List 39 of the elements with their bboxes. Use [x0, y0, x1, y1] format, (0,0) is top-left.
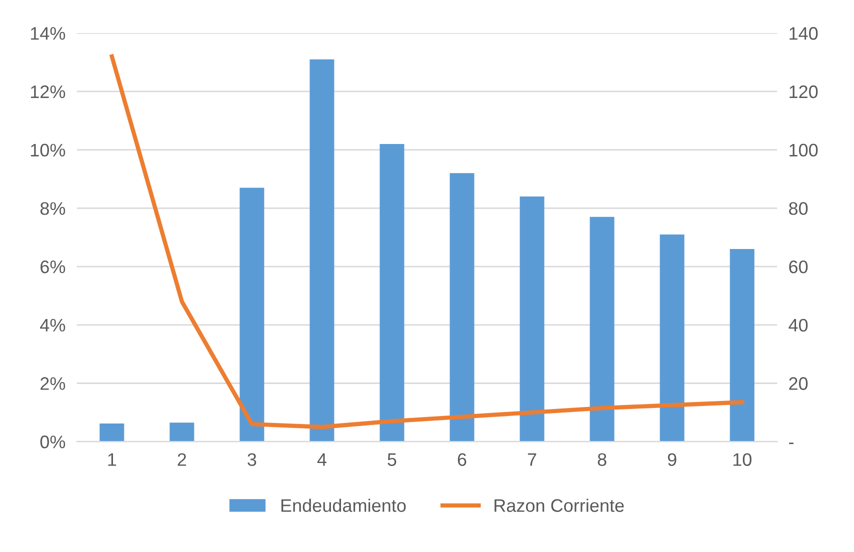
y2-tick-label: 40: [788, 318, 808, 332]
y-tick-label: 2%: [40, 377, 66, 390]
y2-tick-label: 140: [790, 27, 818, 40]
x-tick-label: 8: [598, 453, 606, 466]
x-tick-label: 3: [248, 453, 256, 466]
bar: [660, 234, 684, 442]
y-tick-label: 14%: [30, 27, 66, 40]
y-tick-label: 6%: [40, 260, 66, 274]
bar: [380, 144, 404, 442]
bar: [310, 59, 334, 442]
x-tick-label: 5: [388, 453, 396, 466]
x-tick-label: 4: [317, 453, 326, 466]
bar: [450, 173, 474, 442]
x-tick-label: 6: [458, 453, 466, 466]
y-tick-label: 0%: [40, 436, 66, 448]
y2-tick-label: -: [789, 442, 794, 444]
x-tick-label: 9: [668, 453, 676, 466]
bar: [520, 196, 544, 442]
y2-tick-label: 120: [790, 85, 818, 98]
y-tick-label: 4%: [40, 318, 66, 332]
y-tick-label: 10%: [30, 144, 66, 157]
x-tick-label: 2: [178, 453, 186, 466]
y2-tick-label: 60: [789, 260, 808, 274]
x-tick-label: 10: [733, 453, 752, 466]
bar: [100, 424, 124, 442]
y2-tick-label: 20: [789, 377, 808, 390]
bar: [730, 249, 754, 442]
y2-tick-label: 80: [789, 202, 808, 215]
legend-label: Endeudamiento: [281, 498, 406, 512]
bar: [240, 188, 264, 442]
bar: [590, 216, 614, 442]
x-tick-label: 1: [108, 453, 116, 466]
y2-tick-label: 100: [790, 144, 818, 157]
line-series: [110, 54, 744, 430]
y-tick-label: 8%: [40, 202, 66, 215]
bar: [170, 422, 194, 442]
y-tick-label: 12%: [30, 85, 66, 98]
x-tick-label: 7: [528, 453, 536, 466]
legend-label: Razon Corriente: [494, 498, 624, 512]
